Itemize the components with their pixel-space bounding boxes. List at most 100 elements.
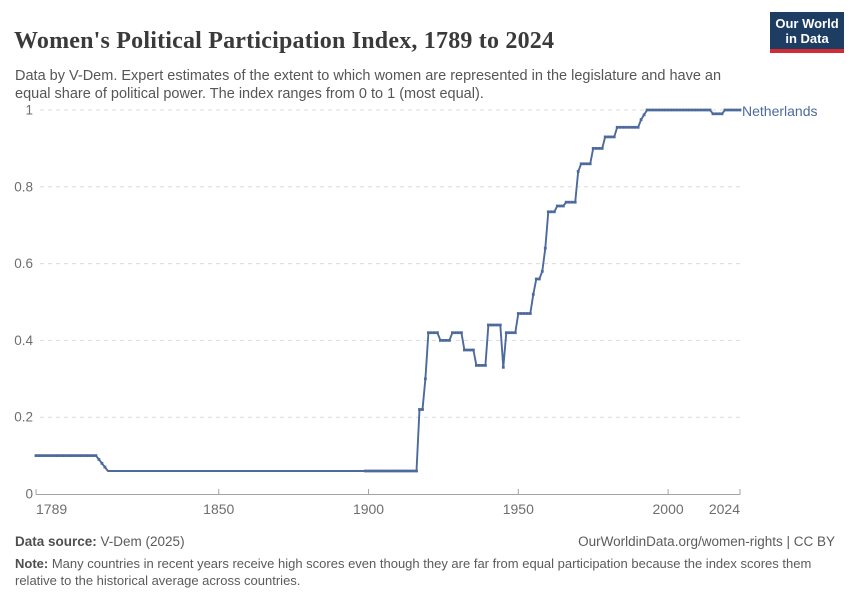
data-point-marker — [79, 454, 83, 457]
credit-link[interactable]: OurWorldinData.org/women-rights | CC BY — [578, 534, 835, 549]
data-point-marker — [519, 312, 523, 315]
owid-logo[interactable]: Our World in Data — [770, 12, 844, 53]
data-point-marker — [732, 108, 736, 112]
data-point-marker — [609, 135, 613, 139]
data-point-marker — [618, 125, 622, 129]
x-tick-label: 1850 — [203, 501, 234, 517]
data-point-marker — [430, 331, 433, 335]
data-point-marker — [367, 469, 370, 473]
data-point-marker — [642, 113, 646, 117]
data-point-marker — [528, 312, 532, 315]
data-point-marker — [678, 108, 682, 112]
data-point-marker — [654, 108, 658, 112]
data-point-marker — [630, 125, 634, 129]
data-point-marker — [424, 377, 427, 381]
data-point-marker — [561, 204, 565, 208]
data-source-value: V-Dem (2025) — [96, 534, 185, 549]
data-point-marker — [451, 331, 454, 335]
data-point-marker — [564, 200, 568, 204]
data-point-marker — [684, 108, 688, 112]
data-point-marker — [672, 108, 676, 112]
data-point-marker — [708, 108, 712, 112]
data-point-marker — [34, 454, 38, 457]
data-point-marker — [469, 348, 472, 352]
data-point-marker — [504, 331, 508, 335]
chart-subtitle: Data by V-Dem. Expert estimates of the e… — [15, 67, 722, 102]
data-point-marker — [594, 147, 598, 150]
series-label-netherlands[interactable]: Netherlands — [742, 103, 818, 119]
y-tick-label: 0.4 — [14, 333, 33, 348]
data-point-marker — [460, 331, 463, 335]
data-point-marker — [495, 323, 499, 327]
data-point-marker — [696, 108, 700, 112]
data-point-marker — [457, 331, 460, 335]
chart-title: Women's Political Participation Index, 1… — [14, 28, 555, 55]
data-point-marker — [442, 339, 445, 342]
data-point-marker — [463, 348, 466, 352]
data-point-marker — [567, 200, 571, 204]
data-point-marker — [373, 469, 376, 473]
data-point-marker — [603, 135, 607, 139]
y-tick-label: 0.6 — [14, 256, 33, 271]
data-point-marker — [624, 125, 628, 129]
data-point-marker — [49, 454, 53, 457]
data-point-marker — [726, 108, 730, 112]
data-point-marker — [91, 454, 95, 457]
data-point-marker — [636, 125, 640, 129]
data-point-marker — [714, 112, 718, 116]
data-point-marker — [88, 454, 92, 457]
data-point-marker — [579, 162, 583, 166]
data-point-marker — [660, 108, 664, 112]
data-point-marker — [427, 331, 430, 335]
data-point-marker — [546, 210, 550, 214]
data-point-marker — [43, 454, 47, 457]
data-point-marker — [657, 108, 661, 112]
y-tick-label: 0 — [25, 487, 33, 502]
data-point-marker — [403, 469, 406, 473]
data-point-marker — [522, 312, 526, 315]
data-point-marker — [600, 147, 604, 150]
data-point-marker — [472, 348, 475, 352]
data-point-marker — [364, 469, 367, 473]
note-label: Note: — [15, 556, 49, 571]
data-point-marker — [397, 469, 400, 473]
data-point-marker — [651, 108, 655, 112]
note-value: Many countries in recent years receive h… — [15, 556, 812, 588]
data-point-marker — [492, 323, 496, 327]
data-point-marker — [448, 339, 451, 342]
data-point-marker — [582, 162, 586, 166]
data-point-marker — [705, 108, 709, 112]
data-point-marker — [388, 469, 391, 473]
data-point-marker — [675, 108, 679, 112]
data-source-label: Data source: — [15, 534, 97, 549]
data-point-marker — [723, 108, 727, 112]
data-point-marker — [621, 125, 625, 129]
data-point-marker — [475, 364, 478, 367]
series-markers-netherlands — [34, 108, 742, 473]
data-point-marker — [513, 331, 517, 335]
data-point-marker — [481, 364, 484, 367]
data-point-marker — [690, 108, 694, 112]
data-point-marker — [552, 210, 556, 214]
data-point-marker — [70, 454, 74, 457]
data-point-marker — [103, 465, 107, 469]
data-point-marker — [558, 204, 562, 208]
data-point-marker — [738, 108, 742, 112]
data-point-marker — [711, 112, 715, 116]
data-point-marker — [555, 204, 559, 208]
data-point-marker — [663, 108, 667, 112]
data-point-marker — [76, 454, 80, 457]
x-tick-label: 2024 — [709, 501, 740, 517]
owid-logo-line2: in Data — [785, 30, 829, 46]
data-point-marker — [549, 210, 553, 214]
data-point-marker — [73, 454, 77, 457]
chart-note: Note: Many countries in recent years rec… — [15, 556, 823, 589]
data-point-marker — [720, 112, 724, 116]
data-point-marker — [693, 108, 697, 112]
y-tick-label: 1 — [25, 103, 33, 118]
data-point-marker — [58, 454, 62, 457]
data-point-marker — [385, 469, 388, 473]
data-point-marker — [94, 454, 98, 457]
data-point-marker — [669, 108, 673, 112]
